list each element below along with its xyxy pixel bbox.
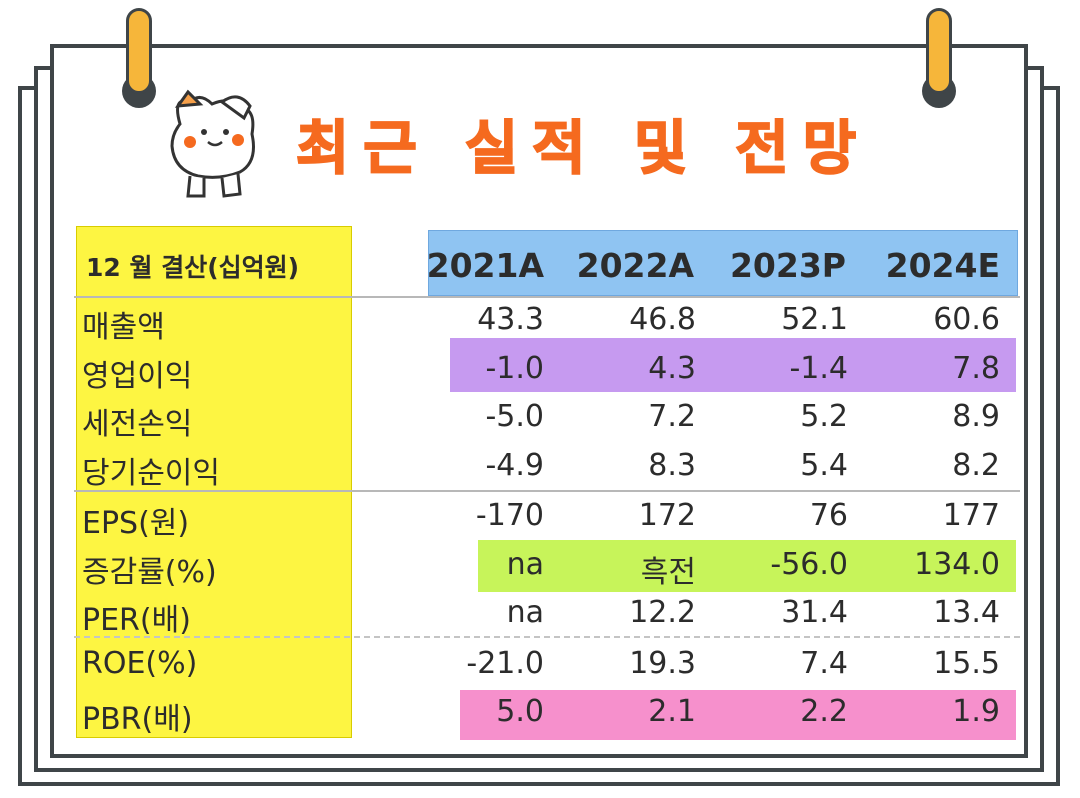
column-header: 2024E <box>885 246 1000 285</box>
table-cell: -5.0 <box>485 399 544 434</box>
table-cell: 31.4 <box>781 595 848 630</box>
table-cell: 12.2 <box>629 595 696 630</box>
row-label: 증감률(%) <box>82 554 217 590</box>
row-label: 매출액 <box>82 310 165 345</box>
table-cell: 8.2 <box>952 447 1000 483</box>
table-cell: -21.0 <box>466 645 544 681</box>
column-header: 2021A <box>426 246 544 285</box>
column-header: 2023P <box>729 246 846 285</box>
growth-rate-highlight <box>478 540 1016 592</box>
table-cell: 2.2 <box>800 694 848 729</box>
header-row-highlight <box>428 230 1018 296</box>
table-cell: 13.4 <box>933 595 1000 630</box>
row-label: 세전손익 <box>82 407 193 442</box>
row-label: 영업이익 <box>82 358 193 394</box>
row-label: EPS(원) <box>82 506 190 541</box>
table-cell: 43.3 <box>477 302 544 337</box>
table-cell: 177 <box>942 498 1000 533</box>
table-cell: 5.0 <box>496 694 544 729</box>
table-cell: 흑전 <box>640 554 696 590</box>
table-cell: -1.0 <box>485 350 544 386</box>
table-cell: 7.4 <box>800 645 848 681</box>
table-cell: 15.5 <box>933 645 1000 681</box>
table-cell: 5.4 <box>800 447 848 483</box>
header-divider <box>74 296 1020 298</box>
table-cell: 4.3 <box>648 350 696 386</box>
table-cell: 7.2 <box>648 399 696 434</box>
operating-profit-highlight <box>450 338 1016 392</box>
table-cell: 1.9 <box>952 694 1000 729</box>
table-cell: -56.0 <box>770 546 848 582</box>
table-cell: 8.3 <box>648 447 696 483</box>
row-label: PBR(배) <box>82 702 193 737</box>
page-title: 최근 실적 및 전망 <box>295 113 871 183</box>
column-header: 2022A <box>576 246 694 285</box>
table-cell: 2.1 <box>648 694 696 729</box>
section-divider-2 <box>74 636 1020 638</box>
row-label: 당기순이익 <box>82 455 220 491</box>
table-cell: na <box>506 595 544 630</box>
left-clip-icon <box>126 8 152 94</box>
label-column-highlight <box>76 226 352 738</box>
pbr-highlight <box>460 690 1016 740</box>
row-label: PER(배) <box>82 603 191 638</box>
table-cell: 172 <box>638 498 696 533</box>
table-cell: -170 <box>475 498 544 533</box>
table-cell: 76 <box>809 498 848 533</box>
cat-mascot-icon <box>170 89 255 198</box>
table-cell: 7.8 <box>952 350 1000 386</box>
table-cell: 134.0 <box>914 546 1000 582</box>
table-cell: 8.9 <box>952 399 1000 434</box>
row-label: ROE(%) <box>82 645 198 681</box>
table-cell: 52.1 <box>781 302 848 337</box>
table-cell: 46.8 <box>629 302 696 337</box>
table-cell: 19.3 <box>629 645 696 681</box>
table-cell: 60.6 <box>933 302 1000 337</box>
table-cell: na <box>506 546 544 582</box>
table-cell: -1.4 <box>789 350 848 386</box>
right-clip-icon <box>926 8 952 94</box>
section-divider-1 <box>74 490 1020 492</box>
earnings-table: 12 월 결산(십억원) 2021A 2022A 2023P 2024E 매출액… <box>74 226 1020 746</box>
table-cell: -4.9 <box>485 447 544 483</box>
header-label: 12 월 결산(십억원) <box>86 253 300 282</box>
table-cell: 5.2 <box>800 399 848 434</box>
